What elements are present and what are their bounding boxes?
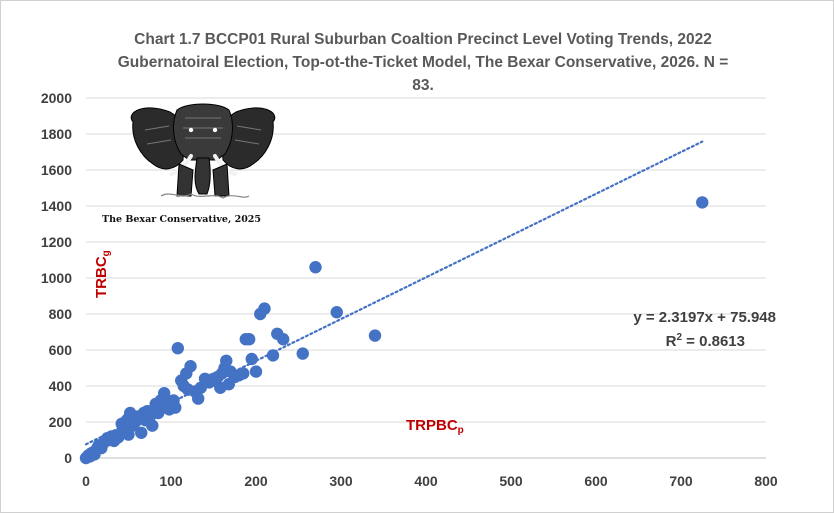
y-tick-label: 400 [49, 378, 73, 394]
trendline-equation: y = 2.3197x + 75.948 [633, 309, 776, 326]
data-point [696, 196, 709, 209]
data-point [249, 365, 263, 378]
data-point [309, 261, 322, 274]
chart-title: Chart 1.7 BCCP01 Rural Suburban Coaltion… [118, 31, 729, 94]
watermark-logo: The Bexar Conservative, 2025 [102, 103, 276, 225]
data-point [220, 354, 233, 367]
x-axis-ticks: 0 100 200 300 400 500 600 700 800 [82, 473, 778, 489]
r-squared-symbol: R [666, 333, 677, 350]
r-squared-value: = 0.8613 [682, 333, 745, 350]
x-tick-label: 700 [669, 473, 693, 489]
y-axis-label-subscript: g [101, 250, 112, 256]
x-tick-label: 600 [584, 473, 608, 489]
data-point [277, 333, 290, 346]
r-squared-label: R2 = 0.8613 [666, 332, 745, 350]
x-tick-label: 0 [82, 473, 90, 489]
data-point [184, 360, 197, 373]
data-point [258, 302, 271, 315]
y-tick-label: 0 [64, 450, 72, 466]
chart-title-line-1: Chart 1.7 BCCP01 Rural Suburban Coaltion… [134, 31, 712, 48]
y-axis-ticks: 0 200 400 600 800 1000 1200 1400 1600 1800 2000 [41, 90, 72, 466]
x-tick-label: 300 [329, 473, 353, 489]
data-point [158, 387, 171, 400]
data-point [296, 347, 309, 360]
y-tick-label: 1000 [41, 270, 72, 286]
chart-title-line-3: 83. [412, 77, 434, 94]
data-point [169, 401, 182, 414]
data-point [243, 333, 256, 346]
y-tick-label: 200 [49, 414, 73, 430]
x-tick-label: 500 [499, 473, 523, 489]
data-points [79, 196, 709, 465]
data-point [171, 342, 184, 355]
y-tick-label: 1600 [41, 162, 72, 178]
watermark-caption: The Bexar Conservative, 2025 [102, 214, 261, 225]
data-point [266, 349, 280, 362]
y-axis-label: TRBCg [93, 250, 112, 298]
data-point [245, 352, 258, 366]
data-point [135, 426, 148, 439]
x-tick-label: 400 [414, 473, 438, 489]
x-tick-label: 100 [159, 473, 183, 489]
x-axis-label-subscript: p [458, 425, 464, 436]
y-tick-label: 1200 [41, 234, 72, 250]
y-tick-label: 800 [49, 306, 73, 322]
y-tick-label: 600 [49, 342, 73, 358]
y-tick-label: 2000 [41, 90, 72, 106]
data-point [330, 306, 343, 319]
data-point [192, 392, 205, 405]
data-point [368, 329, 382, 342]
y-tick-label: 1800 [41, 126, 72, 142]
chart-title-line-2: Gubernatoiral Election, Top-ot-the-Ticke… [118, 54, 729, 71]
x-axis-label-main: TRPBC [406, 417, 458, 434]
data-point [237, 367, 250, 380]
x-tick-label: 200 [244, 473, 268, 489]
y-axis-label-main: TRBC [93, 256, 110, 298]
y-tick-label: 1400 [41, 198, 72, 214]
elephant-icon [130, 103, 276, 199]
data-point [146, 419, 159, 432]
r-squared-superscript: 2 [676, 332, 682, 343]
x-tick-label: 800 [754, 473, 778, 489]
x-axis-label: TRPBCp [406, 417, 464, 436]
